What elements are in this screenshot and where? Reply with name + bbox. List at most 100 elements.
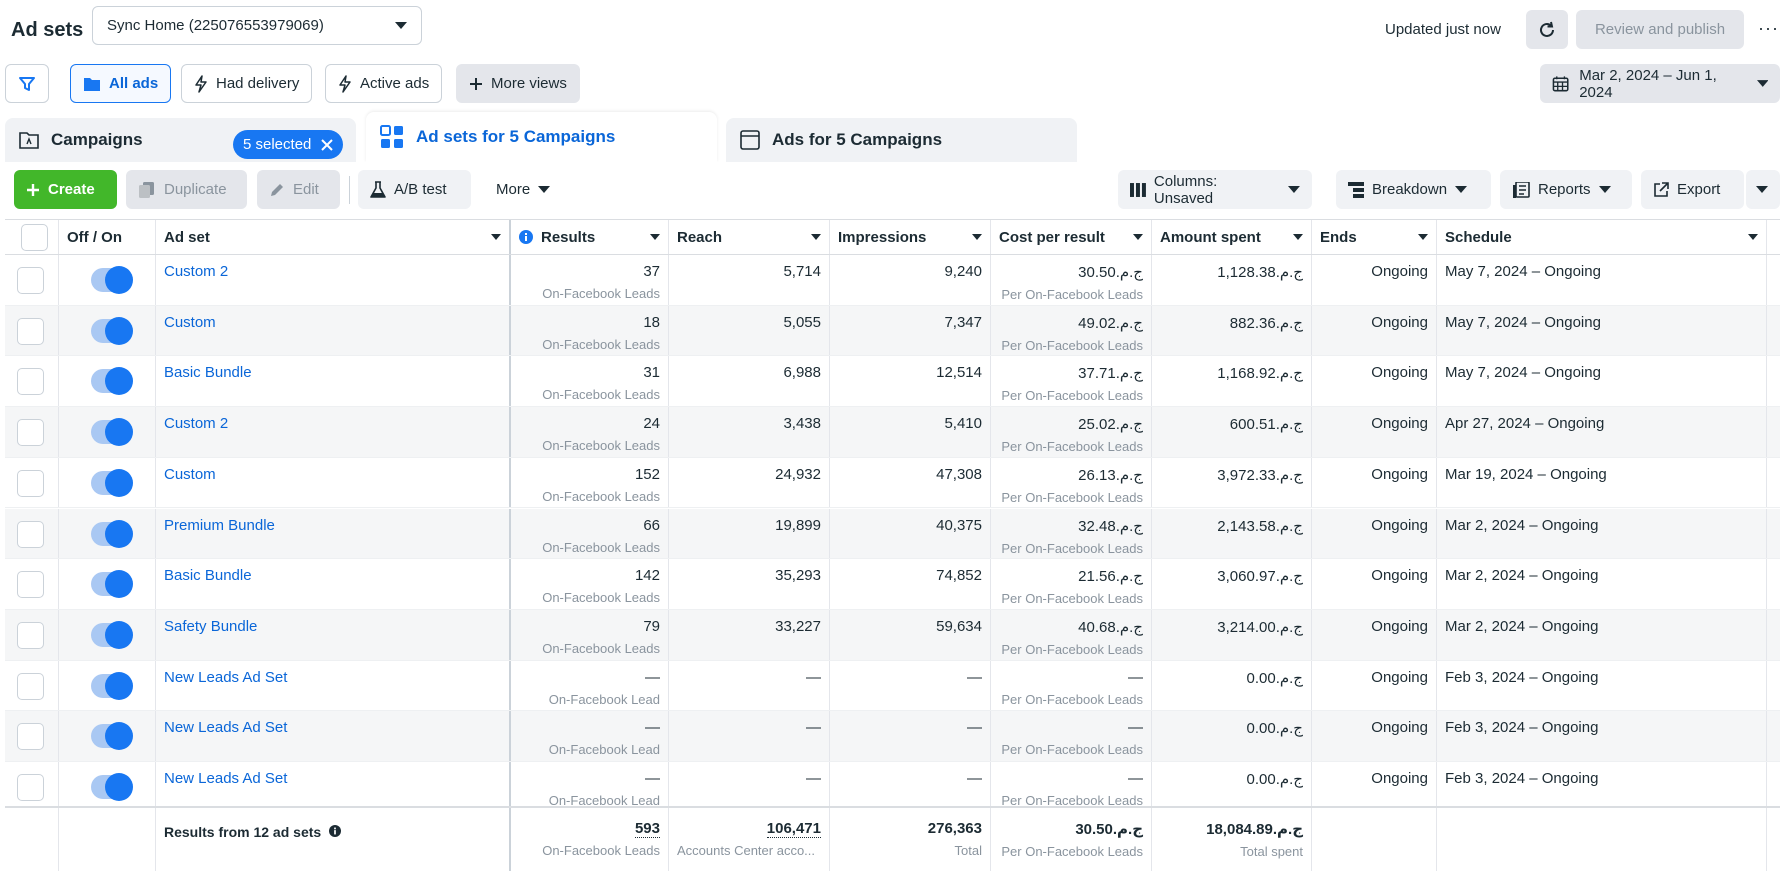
header-schedule[interactable]: Schedule	[1437, 220, 1767, 254]
columns-icon	[1130, 182, 1146, 197]
table-row[interactable]: New Leads Ad Set — On-Facebook Lead — — — Per …	[5, 660, 1780, 712]
ad-set-name-cell: New Leads Ad Set	[156, 660, 511, 711]
view-all-ads[interactable]: All ads	[70, 64, 172, 103]
sort-caret-icon[interactable]	[650, 234, 660, 241]
selected-count-badge[interactable]: 5 selected	[233, 130, 344, 159]
header-impressions[interactable]: Impressions	[830, 220, 991, 254]
ad-set-name-link[interactable]: New Leads Ad Set	[164, 719, 288, 737]
header-cost-per-result[interactable]: Cost per result	[991, 220, 1152, 254]
row-checkbox[interactable]	[17, 469, 44, 497]
review-and-publish-button[interactable]: Review and publish	[1576, 10, 1744, 49]
tab-campaigns[interactable]: Campaigns 5 selected	[5, 118, 356, 162]
table-row[interactable]: Premium Bundle 66 On-Facebook Leads 19,899 4…	[5, 508, 1780, 560]
spent-cell: 0.00ج.م.‏	[1152, 660, 1312, 711]
sort-caret-icon[interactable]	[1418, 234, 1428, 241]
table-row[interactable]: Basic Bundle 31 On-Facebook Leads 6,988 12,5…	[5, 356, 1780, 408]
view-all-ads-label: All ads	[109, 75, 159, 92]
more-actions-button[interactable]: More	[484, 170, 574, 209]
delivery-toggle[interactable]	[91, 722, 133, 751]
header-ad-set[interactable]: Ad set	[156, 220, 511, 254]
ab-test-button[interactable]: A/B test	[358, 170, 471, 209]
more-options-icon[interactable]: ···	[1758, 18, 1779, 38]
delivery-toggle[interactable]	[91, 367, 133, 396]
header-results[interactable]: Results	[511, 220, 669, 254]
delivery-toggle[interactable]	[91, 570, 133, 599]
table-row[interactable]: Custom 152 On-Facebook Leads 24,932 47,308 26…	[5, 457, 1780, 509]
table-row[interactable]: Safety Bundle 79 On-Facebook Leads 33,227 59…	[5, 609, 1780, 661]
results-cell: 66 On-Facebook Leads	[511, 508, 669, 559]
sort-caret-icon[interactable]	[1293, 234, 1303, 241]
refresh-button[interactable]	[1526, 10, 1568, 49]
delivery-toggle[interactable]	[91, 266, 133, 294]
sort-caret-icon[interactable]	[1133, 234, 1143, 241]
table-row[interactable]: New Leads Ad Set — On-Facebook Lead — — — Per …	[5, 711, 1780, 762]
row-checkbox[interactable]	[17, 267, 44, 294]
reach-value: 5,055	[783, 313, 821, 331]
row-checkbox[interactable]	[17, 774, 44, 801]
info-icon[interactable]	[329, 825, 342, 837]
info-icon[interactable]	[519, 230, 533, 244]
delivery-toggle[interactable]	[91, 468, 133, 497]
reports-button[interactable]: Reports	[1500, 170, 1632, 209]
create-button[interactable]: Create	[14, 170, 117, 209]
delivery-toggle[interactable]	[91, 316, 133, 345]
sort-caret-icon[interactable]	[491, 234, 501, 241]
row-checkbox[interactable]	[17, 672, 44, 700]
ad-set-name-link[interactable]: New Leads Ad Set	[164, 668, 288, 686]
tab-ads[interactable]: Ads for 5 Campaigns	[726, 118, 1077, 162]
view-active-ads[interactable]: Active ads	[325, 64, 443, 103]
reach-cell: 33,227	[669, 609, 830, 660]
ad-set-name-link[interactable]: New Leads Ad Set	[164, 770, 288, 787]
tab-ad-sets[interactable]: Ad sets for 5 Campaigns	[366, 112, 717, 162]
table-row[interactable]: Custom 2 37 On-Facebook Leads 5,714 9,240 30.…	[5, 255, 1780, 306]
ends-value: Ongoing	[1371, 719, 1428, 737]
row-checkbox[interactable]	[17, 723, 44, 751]
row-checkbox[interactable]	[17, 520, 44, 548]
delivery-toggle[interactable]	[91, 620, 133, 649]
close-icon[interactable]	[321, 138, 334, 151]
row-checkbox[interactable]	[17, 368, 44, 396]
delivery-toggle[interactable]	[91, 773, 133, 801]
header-amount-spent[interactable]: Amount spent	[1152, 220, 1312, 254]
ad-set-name-link[interactable]: Custom 2	[164, 415, 229, 433]
filter-button[interactable]	[5, 64, 49, 103]
ad-set-name-link[interactable]: Custom	[164, 465, 216, 483]
ad-set-name-link[interactable]: Safety Bundle	[164, 617, 258, 635]
duplicate-button[interactable]: Duplicate	[126, 170, 247, 209]
header-reach[interactable]: Reach	[669, 220, 830, 254]
export-button[interactable]: Export	[1641, 170, 1744, 209]
sort-caret-icon[interactable]	[972, 234, 982, 241]
schedule-value: Feb 3, 2024 – Ongoing	[1445, 668, 1599, 686]
edit-button[interactable]: Edit	[257, 170, 340, 209]
delivery-toggle[interactable]	[91, 671, 133, 700]
row-checkbox[interactable]	[17, 317, 44, 345]
select-all-checkbox[interactable]	[21, 223, 48, 251]
table-row[interactable]: Custom 2 24 On-Facebook Leads 3,438 5,410 25.…	[5, 407, 1780, 458]
cost-sub: Per On-Facebook Leads	[1001, 540, 1143, 556]
ad-set-name-link[interactable]: Basic Bundle	[164, 364, 252, 382]
table-row[interactable]: Basic Bundle 142 On-Facebook Leads 35,293 74…	[5, 559, 1780, 610]
ad-set-name-link[interactable]: Custom	[164, 313, 216, 331]
date-range-picker[interactable]: Mar 2, 2024 – Jun 1, 2024	[1540, 64, 1780, 103]
header-off-on[interactable]: Off / On	[59, 220, 156, 254]
account-selector[interactable]: Sync Home (225076553979069)	[92, 6, 422, 45]
sort-caret-icon[interactable]	[1748, 234, 1758, 241]
row-checkbox[interactable]	[17, 571, 44, 599]
view-had-delivery[interactable]: Had delivery	[181, 64, 313, 103]
ad-set-name-link[interactable]: Custom 2	[164, 263, 229, 280]
results-value: —	[645, 668, 660, 686]
ad-set-name-link[interactable]: Premium Bundle	[164, 516, 275, 534]
header-ends[interactable]: Ends	[1312, 220, 1437, 254]
ad-set-name-link[interactable]: Basic Bundle	[164, 567, 252, 585]
breakdown-button[interactable]: Breakdown	[1336, 170, 1491, 209]
export-options-button[interactable]	[1746, 170, 1780, 209]
sort-caret-icon[interactable]	[811, 234, 821, 241]
more-views-button[interactable]: More views	[456, 64, 580, 103]
columns-button[interactable]: Columns: Unsaved	[1118, 170, 1312, 209]
table-row[interactable]: Custom 18 On-Facebook Leads 5,055 7,347 49.02…	[5, 305, 1780, 357]
delivery-toggle[interactable]	[91, 418, 133, 447]
row-checkbox[interactable]	[17, 419, 44, 447]
cost-value: 49.02ج.م.‏	[1078, 314, 1143, 332]
delivery-toggle[interactable]	[91, 519, 133, 548]
row-checkbox[interactable]	[17, 621, 44, 649]
